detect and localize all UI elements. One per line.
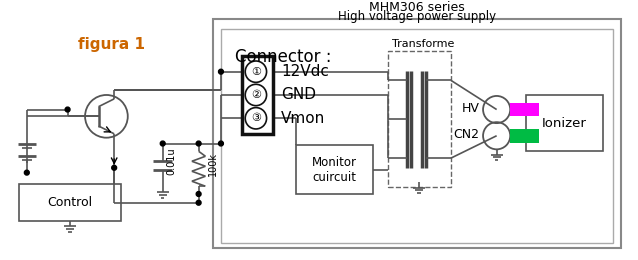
Bar (295, 145, 373, 194)
Text: ①: ① (251, 67, 261, 77)
Text: Connector :: Connector : (235, 48, 331, 66)
Text: Ionizer: Ionizer (542, 117, 587, 130)
Text: MHM306 series: MHM306 series (369, 1, 465, 14)
Bar (526, 95, 604, 151)
Circle shape (24, 170, 29, 175)
Circle shape (160, 141, 165, 146)
Circle shape (219, 69, 223, 74)
Text: High voltage power supply: High voltage power supply (338, 10, 496, 23)
Text: HV: HV (461, 102, 479, 115)
Bar (19, 184, 121, 221)
Text: 0.01u: 0.01u (167, 147, 177, 175)
Circle shape (197, 192, 201, 196)
Circle shape (197, 141, 201, 146)
Text: 100k: 100k (209, 152, 218, 176)
Text: ②: ② (251, 90, 261, 100)
Bar (221, 29, 613, 243)
Bar (242, 56, 273, 134)
Circle shape (219, 141, 223, 146)
Text: 12Vdc: 12Vdc (281, 64, 329, 79)
Text: ③: ③ (251, 113, 261, 123)
Text: GND: GND (281, 87, 316, 102)
Text: figura 1: figura 1 (78, 37, 145, 52)
Circle shape (112, 165, 117, 170)
Text: Transforme: Transforme (392, 39, 454, 49)
Circle shape (65, 107, 70, 112)
Text: Vmon: Vmon (281, 111, 325, 126)
Text: Monitor
cuircuit: Monitor cuircuit (312, 156, 357, 184)
Bar (510, 103, 539, 116)
Bar (510, 129, 539, 142)
Bar (388, 51, 451, 187)
Text: CN2: CN2 (453, 128, 479, 141)
Bar (213, 19, 621, 248)
Circle shape (197, 200, 201, 205)
Text: Control: Control (47, 196, 93, 209)
